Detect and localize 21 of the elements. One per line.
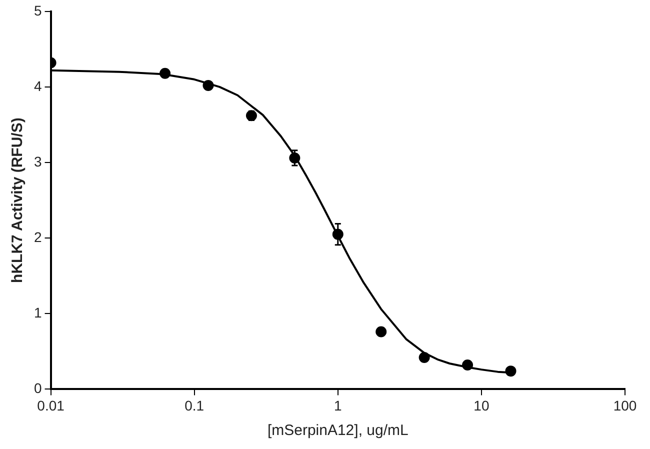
point [160, 68, 171, 79]
point [376, 326, 387, 338]
point [505, 366, 516, 377]
x-tick-label: 100 [613, 397, 637, 414]
y-tick-label: 1 [34, 304, 42, 320]
x-axis-title: [mSerpinA12], ug/mL [267, 422, 408, 440]
y-tick-label: 0 [34, 380, 42, 396]
y-tick-label: 3 [34, 153, 42, 170]
y-tick-label: 2 [34, 228, 42, 245]
x-tick-label: 0.1 [184, 397, 204, 414]
point [418, 352, 430, 363]
y-tick-label: 4 [34, 78, 42, 94]
point [462, 360, 474, 371]
x-tick-label: 10 [474, 397, 490, 414]
y-axis-title: hKLK7 Activity (RFU/S) [9, 118, 26, 283]
point [332, 228, 344, 240]
y-tick-label: 5 [34, 2, 42, 18]
point [289, 152, 300, 164]
x-tick-label: 1 [334, 397, 342, 414]
point [202, 80, 214, 91]
x-tick-label: 0.01 [37, 397, 65, 414]
